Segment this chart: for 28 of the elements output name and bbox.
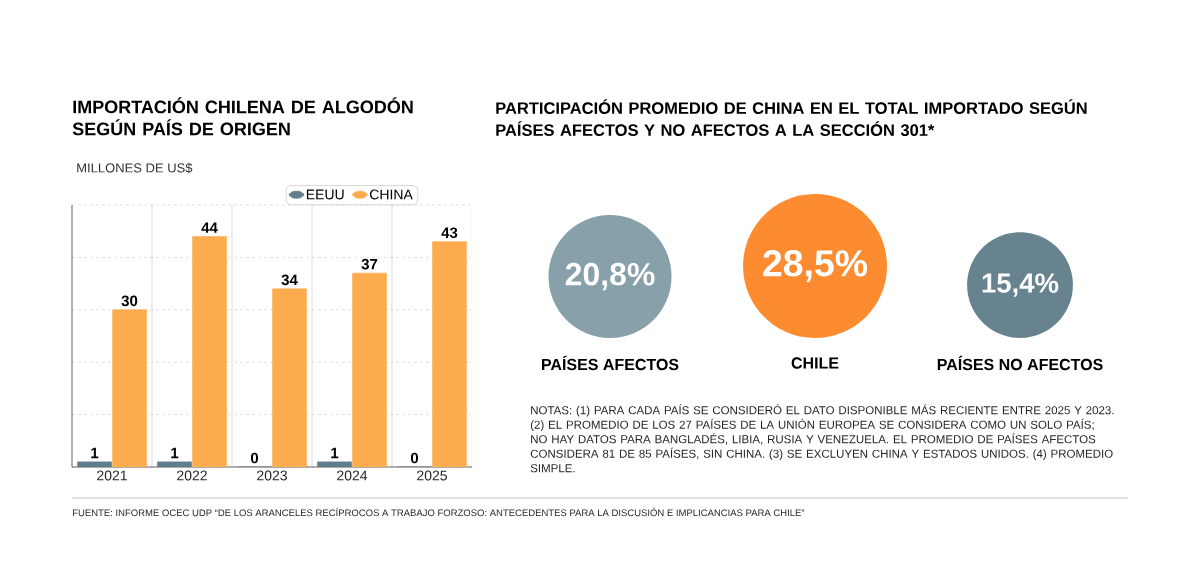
x-tick-label: 2023 [257,470,287,481]
text: PARTICIPACIÓN PROMEDIO DE CHINA EN EL TOTAL IMPORTADO SEGÚN PAÍSES AFECTOS Y NO AFECTOS A LA SECCIÓN 301* [496,99,1087,137]
data-label: 37 [361,258,378,270]
data-label: 0 [250,452,259,464]
x-tick-label: 2024 [337,470,368,481]
data-label: 44 [201,222,218,233]
x-tick-label: 2021 [97,470,127,481]
category-label: CHILE [791,357,839,369]
data-label: 1 [331,447,339,459]
data-label: 0 [410,452,419,464]
source-note: FUENTE: INFORME OCEC UDP “DE LOS ARANCELES RECÍPROCOS A TRABAJO FORZOSO: ANTECEDENTES PARA LA DISCUSIÓN E IMPLICANCIAS PARA CHILE” [72,507,805,517]
category-label: PAÍSES AFECTOS [542,355,679,371]
y-axis-title: MILLONES DE US$ [77,162,193,174]
data-label: 20,8% [565,262,655,291]
data-label: 30 [121,295,138,307]
x-tick-label: 2022 [177,470,207,481]
chart-title: IMPORTACIÓN CHILENA DE ALGODÓN SEGÚN PAÍS DE ORIGEN [72,97,413,136]
legend-label: CHINA [369,189,413,200]
x-tick-label: 2025 [417,470,447,481]
data-label: 1 [91,447,99,459]
data-label: 43 [441,227,458,239]
legend-label: EEUU [306,189,344,200]
text: NOTAS: (1) PARA CADA PAÍS SE CONSIDERÓ EL DATO DISPONIBLE MÁS RECIENTE ENTRE 2025 Y 2023. (2) EL PROMEDIO DE LOS 27 PAÍSES DE LA UNIÓN EUROPEA SE CONSIDERA COMO UN SOLO PAÍS; NO HAY DATOS PARA BANGLADÉS, LIBIA, RUSIA Y VENEZUELA. EL PROMEDIO DE PAÍSES AFECTOS CONSIDERA 81 DE 85 PAÍSES, SIN CHINA. (3) SE EXCLUYEN CHINA Y ESTADOS UNIDOS. (4) PROMEDIO SIMPLE. [530,404,1114,473]
data-label: 15,4% [982,273,1059,297]
data-label: 28,5% [763,250,868,282]
data-label: 34 [281,274,298,286]
category-label: PAÍSES NO AFECTOS [937,355,1103,371]
data-label: 1 [171,447,179,459]
